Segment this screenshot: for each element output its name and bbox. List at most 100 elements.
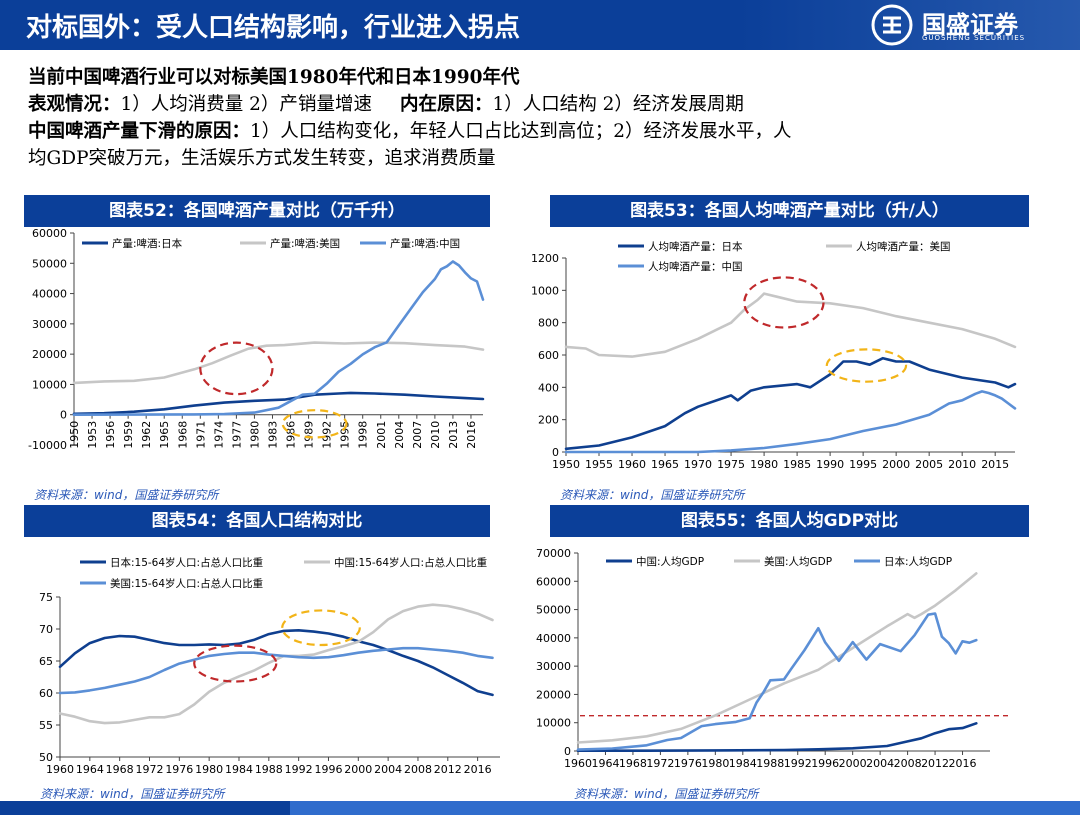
x-tick-label: 2008 [894,757,922,770]
x-tick-label: 1980 [248,421,261,449]
x-tick-label: 2010 [948,458,976,471]
intro-reason-text: 1）人口结构变化，年轻人口占比达到高位；2）经济发展水平，人 [250,121,792,142]
x-tick-label: 1989 [303,421,316,449]
intro-reason-text-cont: 均GDP突破万元，生活娱乐方式发生转变，追求消费质量 [28,148,496,169]
logo-icon [871,4,913,46]
legend-label: 人均啤酒产量：中国 [648,260,743,273]
x-tick-label: 1990 [816,458,844,471]
series-line-3 [72,260,485,417]
chart-55-source: 资料来源：wind，国盛证券研究所 [574,787,759,801]
x-tick-label: 1976 [165,763,193,776]
chart-55-title: 图表55：各国人均GDP对比 [550,505,1029,537]
x-tick-label: 1965 [158,421,171,449]
x-tick-label: 2012 [921,757,949,770]
highlight-ellipse-yellow [281,609,361,647]
x-tick-label: 1970 [684,458,712,471]
x-tick-label: 2016 [949,757,977,770]
chart-52-title: 图表52：各国啤酒产量对比（万千升） [24,195,490,227]
y-tick-label: 50 [39,751,53,764]
y-tick-label: 60000 [536,575,571,588]
highlight-ellipse-red [743,276,825,329]
x-tick-label: 1992 [285,763,313,776]
highlight-ellipse-red [199,341,274,396]
series-line-3 [58,646,494,695]
y-tick-label: 70000 [536,547,571,560]
chart-52-source: 资料来源：wind，国盛证券研究所 [34,488,219,502]
y-tick-label: 400 [538,381,559,394]
legend-label: 美国:15-64岁人口:占总人口比重 [110,577,263,590]
x-tick-label: 2012 [434,763,462,776]
series-line-1 [58,628,494,697]
x-tick-label: 1960 [46,763,74,776]
x-tick-label: 2013 [447,421,460,449]
y-tick-label: 20000 [32,348,67,361]
legend-label: 产量:啤酒:中国 [390,237,460,250]
legend-label: 产量:啤酒:美国 [270,237,340,250]
x-tick-label: 1995 [849,458,877,471]
legend-label: 产量:啤酒:日本 [112,237,183,250]
intro-line-3: 中国啤酒产量下滑的原因：1）人口结构变化，年轻人口占比达到高位；2）经济发展水平… [28,118,1068,145]
x-tick-label: 1998 [357,421,370,449]
x-tick-label: 2004 [866,757,894,770]
x-tick-label: 1980 [195,763,223,776]
y-tick-label: 0 [564,745,571,758]
x-tick-label: 1972 [646,757,674,770]
y-tick-label: 70 [39,623,53,636]
intro-line-1-text: 当前中国啤酒行业可以对标美国1980年代和日本1990年代 [28,67,520,88]
y-tick-label: 30000 [32,318,67,331]
x-tick-label: 1971 [194,421,207,449]
x-tick-label: 1975 [717,458,745,471]
x-tick-label: 2016 [464,763,492,776]
highlight-ellipse-red [193,644,278,683]
legend-label: 美国:人均GDP [764,555,832,568]
intro-appearance-text: 1）人均消费量 2）产销量增速 [120,94,372,115]
y-tick-label: 200 [538,414,559,427]
x-tick-label: 1968 [176,421,189,449]
y-tick-label: 75 [39,591,53,604]
x-tick-label: 2001 [375,421,388,449]
chart-53-source: 资料来源：wind，国盛证券研究所 [560,488,745,502]
x-tick-label: 1965 [651,458,679,471]
series-line-1 [564,356,1017,451]
x-tick-label: 2015 [981,458,1009,471]
y-tick-label: 10000 [536,717,571,730]
x-tick-label: 1996 [314,763,342,776]
x-tick-label: 2004 [393,421,406,449]
x-tick-label: 1984 [729,757,757,770]
x-tick-label: 1977 [230,421,243,449]
x-tick-label: 1964 [76,763,104,776]
intro-line-1: 当前中国啤酒行业可以对标美国1980年代和日本1990年代 [28,64,1068,91]
logo-english-name: GUOSHENG SECURITIES [922,34,1026,42]
x-tick-label: 1983 [266,421,279,449]
y-tick-label: 10000 [32,378,67,391]
x-tick-label: 1974 [212,421,225,449]
x-tick-label: 1992 [784,757,812,770]
legend-label: 日本:15-64岁人口:占总人口比重 [110,556,263,569]
series-line-2 [72,341,485,385]
x-tick-label: 1956 [104,421,117,449]
y-tick-label: 20000 [536,688,571,701]
x-tick-label: 2000 [344,763,372,776]
x-tick-label: 2000 [882,458,910,471]
x-tick-label: 2004 [374,763,402,776]
intro-text: 当前中国啤酒行业可以对标美国1980年代和日本1990年代 表观情况：1）人均消… [28,64,1068,172]
x-tick-label: 1962 [140,421,153,449]
y-tick-label: 50000 [32,257,67,270]
legend-label: 中国:15-64岁人口:占总人口比重 [334,556,487,569]
series-line-3 [576,612,978,751]
chart-54-source: 资料来源：wind，国盛证券研究所 [40,787,225,801]
y-tick-label: 50000 [536,604,571,617]
chart-53-title: 图表53：各国人均啤酒产量对比（升/人） [550,195,1029,227]
x-tick-label: 1980 [701,757,729,770]
y-tick-label: 60 [39,687,53,700]
x-tick-label: 1955 [585,458,613,471]
y-tick-label: 65 [39,655,53,668]
x-tick-label: 2007 [411,421,424,449]
y-tick-label: 40000 [536,632,571,645]
logo-name: 国盛证券 [922,11,1018,39]
x-tick-label: 1972 [135,763,163,776]
x-tick-label: 1959 [122,421,135,449]
